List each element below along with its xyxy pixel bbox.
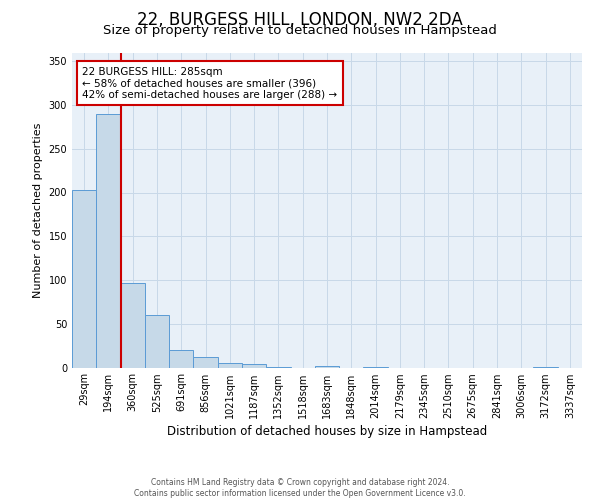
Bar [266, 366, 290, 368]
Bar [145, 315, 169, 368]
Text: 22 BURGESS HILL: 285sqm
← 58% of detached houses are smaller (396)
42% of semi-d: 22 BURGESS HILL: 285sqm ← 58% of detache… [82, 66, 337, 100]
Bar [169, 350, 193, 368]
Bar [121, 282, 145, 368]
Bar [96, 114, 121, 368]
Bar [193, 357, 218, 368]
X-axis label: Distribution of detached houses by size in Hampstead: Distribution of detached houses by size … [167, 425, 487, 438]
Y-axis label: Number of detached properties: Number of detached properties [33, 122, 43, 298]
Text: Size of property relative to detached houses in Hampstead: Size of property relative to detached ho… [103, 24, 497, 37]
Text: Contains HM Land Registry data © Crown copyright and database right 2024.
Contai: Contains HM Land Registry data © Crown c… [134, 478, 466, 498]
Text: 22, BURGESS HILL, LONDON, NW2 2DA: 22, BURGESS HILL, LONDON, NW2 2DA [137, 11, 463, 29]
Bar [533, 366, 558, 368]
Bar [242, 364, 266, 368]
Bar [315, 366, 339, 368]
Bar [218, 363, 242, 368]
Bar [72, 190, 96, 368]
Bar [364, 366, 388, 368]
